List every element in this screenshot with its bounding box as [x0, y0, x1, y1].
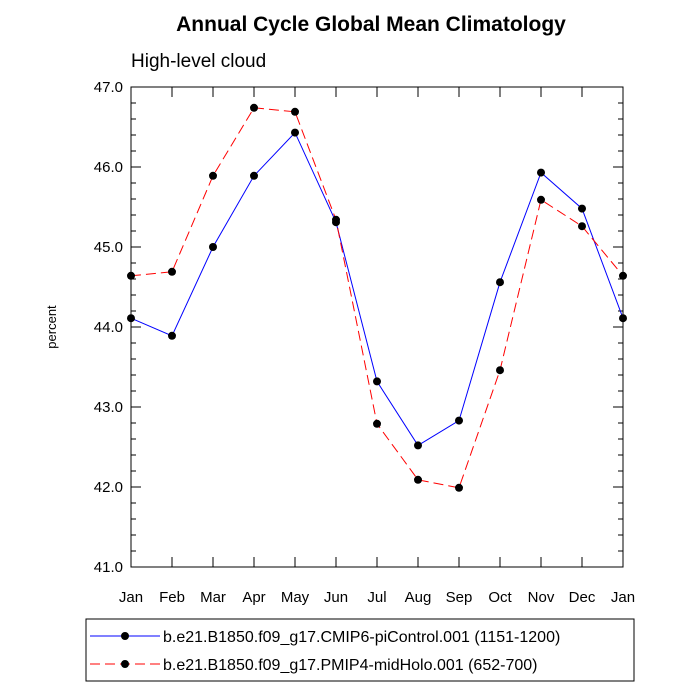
series-line-1 — [130, 131, 624, 447]
legend-label-2: b.e21.B1850.f09_g17.PMIP4-midHolo.001 (6… — [163, 657, 537, 674]
chart-subtitle: High-level cloud — [131, 51, 266, 72]
y-tick-label: 42.0 — [94, 479, 123, 496]
series-2-point — [291, 107, 299, 116]
x-tick-label: Jun — [324, 589, 348, 606]
x-tick-label: Feb — [159, 589, 185, 606]
x-tick-label: Sep — [446, 589, 473, 606]
series-1-point — [291, 128, 299, 137]
series-2-point — [209, 171, 217, 180]
series-1-point — [578, 204, 586, 213]
x-tick-label: Nov — [528, 589, 555, 606]
x-tick-label: Jan — [119, 589, 143, 606]
x-tick-label: Oct — [488, 589, 512, 606]
series-1-point — [168, 331, 176, 340]
y-tick-label: 43.0 — [94, 399, 123, 416]
legend-label-1: b.e21.B1850.f09_g17.CMIP6-piControl.001 … — [163, 629, 560, 646]
chart-title: Annual Cycle Global Mean Climatology — [176, 13, 566, 36]
plot-frame — [130, 86, 624, 568]
legend: b.e21.B1850.f09_g17.CMIP6-piControl.001 … — [85, 618, 635, 682]
x-tick-label: Dec — [569, 589, 596, 606]
y-axis-label: percent — [44, 305, 59, 349]
series-1-point — [496, 278, 504, 287]
x-tick-label: Mar — [200, 589, 226, 606]
y-tick-label: 46.0 — [94, 159, 123, 176]
series-1-point — [455, 416, 463, 425]
series-1-point — [250, 171, 258, 180]
series-1-point — [414, 441, 422, 450]
x-tick-label: Jan — [611, 589, 635, 606]
series-2-point — [414, 475, 422, 484]
x-tick-label: May — [281, 589, 310, 606]
series-2-point — [537, 195, 545, 204]
x-tick-labels: Jan Feb Mar Apr May Jun Jul Aug Sep Oct Nov Dec Jan — [119, 589, 635, 606]
series-1-point — [537, 168, 545, 177]
series-2-point — [250, 103, 258, 112]
series-1-point — [209, 243, 217, 251]
series-2-point — [496, 366, 504, 375]
x-tick-label: Apr — [242, 589, 265, 606]
series-line-2 — [130, 107, 624, 489]
series-2-point — [332, 215, 340, 224]
series-1-point — [373, 377, 381, 386]
legend-marker-1 — [121, 632, 129, 640]
series-layer — [127, 103, 627, 492]
x-tick-label: Jul — [367, 589, 386, 606]
y-tick-labels: 41.0 42.0 43.0 44.0 45.0 46.0 47.0 — [94, 79, 123, 576]
x-tick-label: Aug — [405, 589, 432, 606]
series-2-point — [578, 222, 586, 231]
y-tick-label: 47.0 — [94, 79, 123, 96]
y-tick-label: 45.0 — [94, 239, 123, 256]
series-2-point — [455, 483, 463, 492]
legend-box — [85, 618, 635, 682]
axis-ticks — [130, 86, 624, 568]
y-tick-label: 44.0 — [94, 319, 123, 336]
series-2-point — [373, 419, 381, 428]
series-2-point — [168, 267, 176, 276]
legend-marker-2 — [121, 660, 129, 668]
y-tick-label: 41.0 — [94, 559, 123, 576]
